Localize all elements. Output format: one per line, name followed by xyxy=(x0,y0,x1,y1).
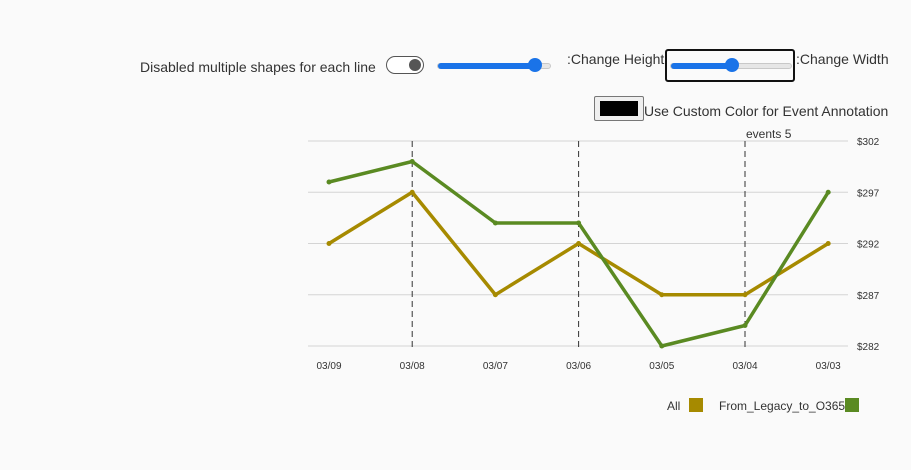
height-label: :Change Height xyxy=(567,51,665,67)
width-slider[interactable] xyxy=(670,58,792,72)
custom-color-picker[interactable] xyxy=(594,96,644,121)
height-slider-thumb[interactable] xyxy=(527,58,542,72)
y-tick-label: $297 xyxy=(857,188,880,199)
data-point xyxy=(576,241,582,246)
data-point xyxy=(326,179,332,185)
legend-swatch xyxy=(845,398,859,412)
width-slider-thumb[interactable] xyxy=(725,58,739,72)
x-tick-label: 03/06 xyxy=(566,361,591,372)
width-label: :Change Width xyxy=(796,51,889,67)
legend-swatch xyxy=(689,398,703,412)
x-tick-label: 03/07 xyxy=(483,361,508,372)
shapes-toggle[interactable] xyxy=(386,56,424,74)
x-tick-label: 03/08 xyxy=(400,361,425,372)
toggle-label: Disabled multiple shapes for each line xyxy=(140,59,376,75)
y-tick-label: $302 xyxy=(857,137,880,148)
width-slider-focus xyxy=(665,49,795,82)
width-slider-fill xyxy=(671,63,732,69)
y-tick-label: $292 xyxy=(857,240,880,251)
legend-label: All xyxy=(667,399,680,413)
data-point xyxy=(326,241,332,246)
y-tick-label: $282 xyxy=(857,342,880,353)
data-point xyxy=(492,292,498,298)
y-tick-label: $287 xyxy=(857,291,880,302)
toggle-knob xyxy=(409,59,421,71)
data-point xyxy=(659,292,665,298)
x-tick-label: 03/05 xyxy=(649,361,674,372)
data-point xyxy=(659,343,665,349)
data-point xyxy=(742,292,748,298)
custom-color-label: Use Custom Color for Event Annotation xyxy=(644,103,889,119)
event-annotation-label: events 5 xyxy=(746,127,792,141)
data-point xyxy=(409,159,415,164)
x-tick-label: 03/09 xyxy=(316,361,341,372)
data-point xyxy=(409,189,415,195)
data-point xyxy=(825,241,831,246)
x-tick-label: 03/04 xyxy=(732,361,757,372)
data-point xyxy=(492,220,498,226)
data-point xyxy=(825,189,831,195)
height-slider[interactable] xyxy=(437,58,551,72)
custom-color-value xyxy=(600,101,638,116)
controls-row: Disabled multiple shapes for each line :… xyxy=(0,48,911,84)
legend-label: From_Legacy_to_O365 xyxy=(719,399,845,413)
x-tick-label: 03/03 xyxy=(816,361,841,372)
height-slider-fill xyxy=(438,63,535,69)
data-point xyxy=(742,323,748,328)
data-point xyxy=(576,220,582,226)
